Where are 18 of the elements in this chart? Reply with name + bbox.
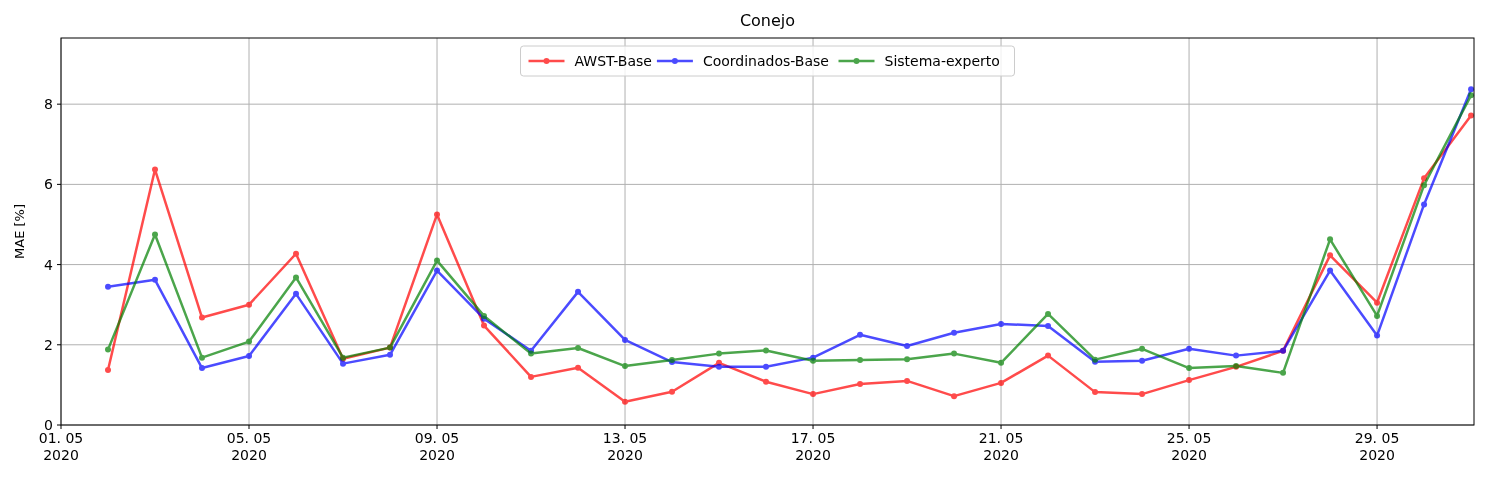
legend-label: Coordinados-Base [702,53,829,69]
y-axis-title: MAE [%] [12,204,27,259]
chart-title: Conejo [739,11,796,30]
y-tick-label: 6 [44,176,54,193]
x-tick-label: 17. 05 2020 [790,430,836,463]
y-tick-label: 0 [44,417,53,433]
x-tick-label: 09. 05 2020 [414,430,460,463]
x-tick-label: 21. 05 2020 [978,430,1024,463]
legend-label: Sistema-experto [884,53,1000,69]
x-tick-label: 25. 05 2020 [1166,430,1212,463]
legend-label: AWST-Base [574,53,652,69]
y-tick-label: 2 [44,336,53,353]
x-tick-label: 05. 05 2020 [226,430,272,463]
x-tick-label: 13. 05 2020 [602,430,648,463]
x-tick-label: 01. 05 2020 [38,430,84,463]
y-tick-label: 4 [44,256,54,273]
y-tick-label: 8 [44,96,53,113]
x-tick-label: 29. 05 2020 [1354,430,1400,463]
